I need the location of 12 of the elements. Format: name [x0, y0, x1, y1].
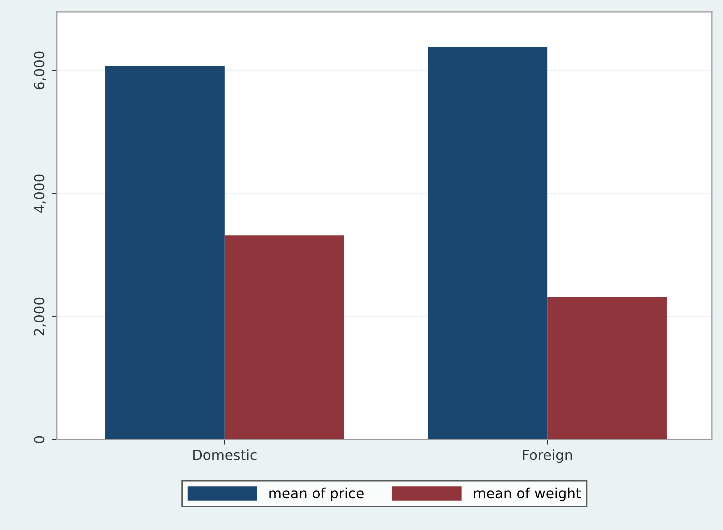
y-tick-label: 2,000 [34, 298, 46, 336]
x-tick-label: Foreign [523, 450, 572, 464]
bar [224, 236, 344, 440]
bar [428, 47, 548, 440]
bar [106, 66, 225, 440]
bar [548, 297, 667, 440]
y-tick-label: 4,000 [34, 174, 46, 213]
x-tick-label: Domestic [194, 450, 257, 460]
y-tick-label: 0 [34, 436, 45, 444]
legend-label: mean of weight [474, 488, 582, 502]
y-tick-label: 6,000 [34, 52, 46, 90]
legend-label: mean of price [270, 488, 364, 502]
